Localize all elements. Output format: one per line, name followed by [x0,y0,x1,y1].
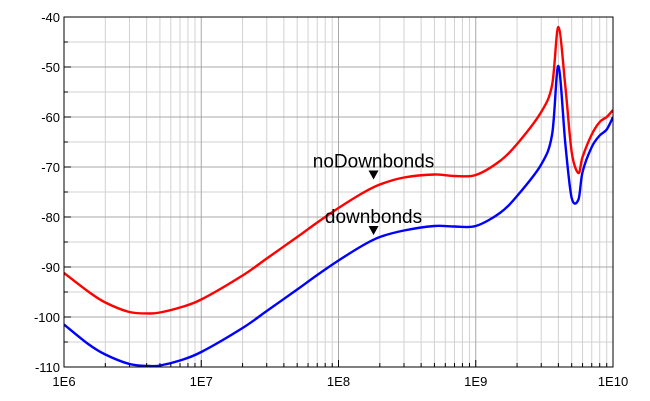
y-tick-label: -100 [34,310,60,325]
y-axis-tick-labels: -40 -50 -60 -70 -80 -90 -100 -110 [34,10,60,375]
annotation-label: downbonds [325,207,422,228]
series-group [64,25,613,367]
annotations: noDownbonds downbonds [313,152,434,235]
y-tick-label: -80 [41,210,60,225]
minor-grid [64,17,613,367]
x-tick-label: 1E9 [464,374,487,389]
x-tick-label: 1E10 [598,374,628,389]
marker-triangle-icon [368,170,379,180]
y-tick-label: -90 [41,260,60,275]
marker-triangle-icon [368,226,379,235]
x-tick-label: 1E7 [190,374,213,389]
y-tick-label: -40 [41,10,60,25]
axis-ticks [63,16,614,368]
x-tick-label: 1E6 [52,374,75,389]
y-tick-label: -60 [41,110,60,125]
x-axis-tick-labels: 1E6 1E7 1E8 1E9 1E10 [52,374,628,389]
series-line-nodownbonds [64,25,613,315]
series-line-downbonds [64,64,613,367]
y-tick-label: -110 [35,360,60,375]
y-tick-label: -70 [41,160,60,175]
y-tick-label: -50 [41,60,60,75]
annotation-label: noDownbonds [313,152,434,173]
x-tick-label: 1E8 [327,374,350,389]
